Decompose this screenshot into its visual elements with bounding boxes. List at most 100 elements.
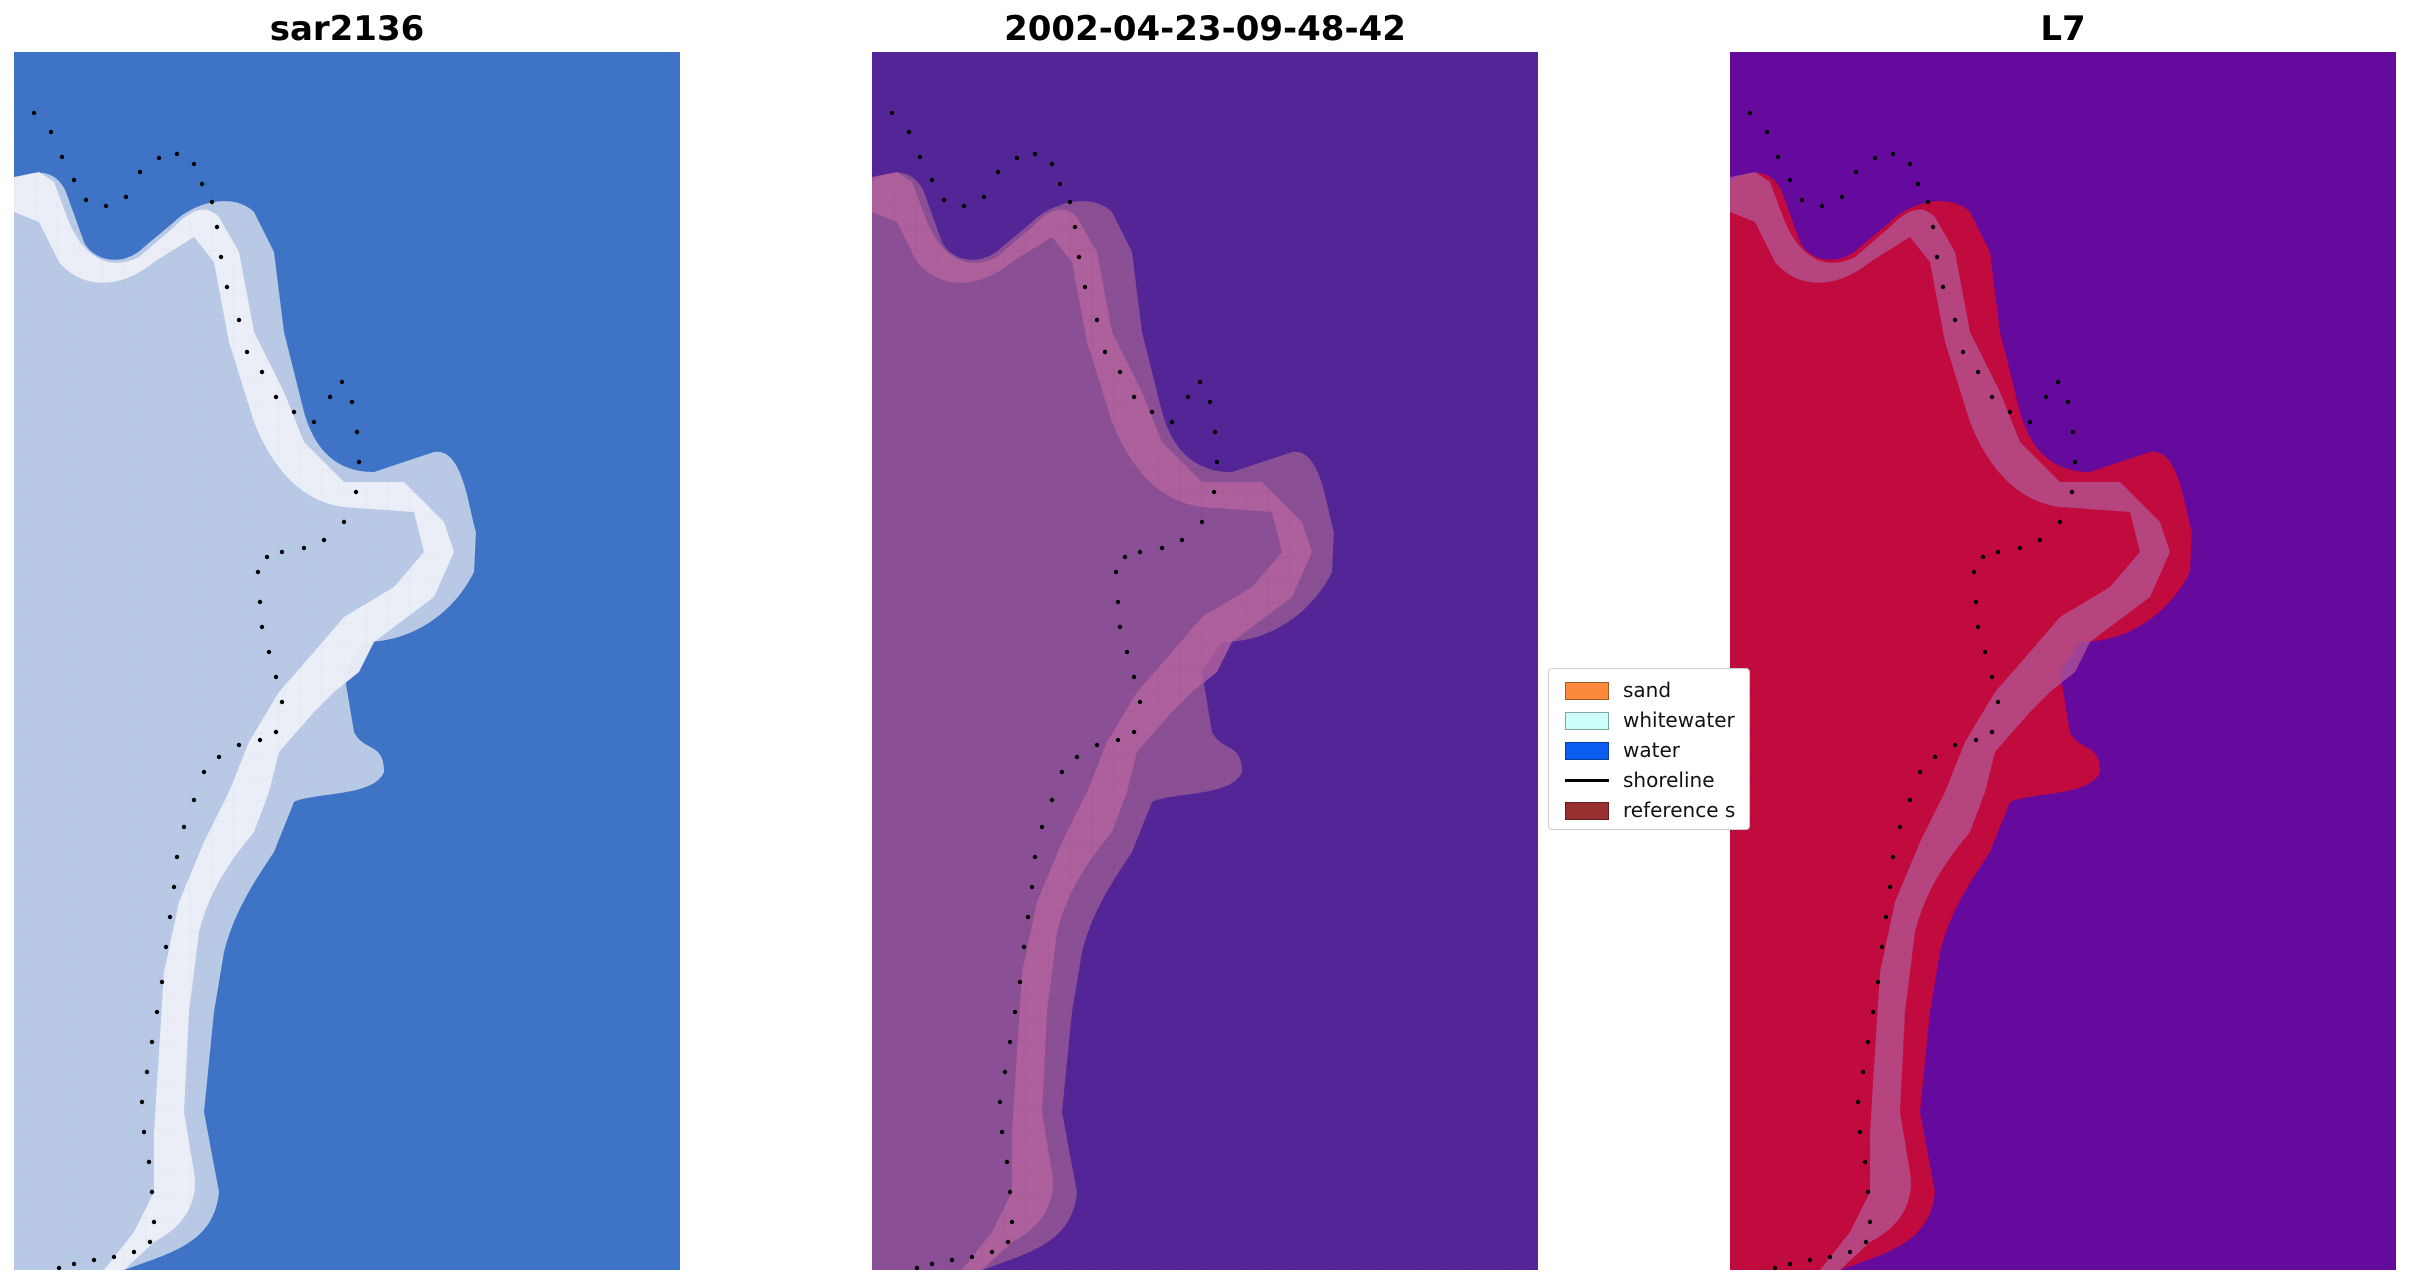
shoreline-point [255,569,261,575]
shoreline-point [56,1265,62,1270]
shoreline-point [1025,914,1031,920]
shoreline-point [1982,649,1988,655]
shoreline-point [1960,349,1966,355]
shoreline-point [83,197,89,203]
shoreline-point [1799,197,1805,203]
shoreline-point [1049,161,1055,167]
shoreline-point [266,649,272,655]
shoreline-point [48,129,54,135]
shoreline-point [1115,737,1121,743]
shoreline-point [2043,394,2049,400]
index-image-panel [1730,52,2396,1270]
shoreline-point [1973,599,1979,605]
shoreline-point [191,161,197,167]
shoreline-point [1787,177,1793,183]
shoreline-point [131,1249,137,1255]
index-image [1730,52,2396,1270]
shoreline-point [327,394,333,400]
shoreline-point [199,181,205,187]
shoreline-point [1039,824,1045,830]
shoreline-point [1934,254,1940,260]
land-area [1730,172,2192,1270]
shoreline-point [1857,1129,1863,1135]
shoreline-point [1212,429,1218,435]
shoreline-point [1839,194,1845,200]
shoreline-point [929,1261,935,1267]
reference-shoreline-swatch [1565,802,1609,820]
shoreline-point [1005,1239,1011,1245]
shoreline-point [1787,1261,1793,1267]
shoreline-point [311,419,317,425]
shoreline-point [1197,379,1203,385]
shoreline-point [1117,369,1123,375]
shoreline-point [1117,624,1123,630]
shoreline-point [354,429,360,435]
shoreline-point [259,369,265,375]
shoreline-point [1094,742,1100,748]
shoreline-point [1067,199,1073,205]
shoreline-point [1137,699,1143,705]
shoreline-point [257,737,263,743]
shoreline-point [111,1254,117,1260]
shoreline-point [1049,797,1055,803]
shoreline-point [1199,519,1205,525]
shoreline-point [917,154,923,160]
shoreline-point [1925,199,1931,205]
shoreline-point [981,194,987,200]
shoreline-point [1932,754,1938,760]
shoreline-point [2037,537,2043,543]
shoreline-point [174,854,180,860]
shoreline-point [273,729,279,735]
shoreline-point [1890,854,1896,860]
shoreline-dots [1747,110,2078,1270]
shoreline-point [1989,674,1995,680]
shoreline-point [2065,399,2071,405]
shoreline-point [59,154,65,160]
shoreline-point [1185,394,1191,400]
rgb-image-panel [14,52,680,1270]
shoreline-point [1032,854,1038,860]
shoreline-point [1975,624,1981,630]
shoreline-point [1747,110,1753,116]
shoreline-point [1867,1219,1873,1225]
shoreline-point [1029,884,1035,890]
shoreline-point [1214,459,1220,465]
shoreline-dots [889,110,1220,1270]
shoreline-point [216,754,222,760]
shoreline-point [1057,181,1063,187]
shoreline-point [236,742,242,748]
shoreline-point [1915,181,1921,187]
shoreline-point [1862,1159,1868,1165]
shoreline-point [1775,154,1781,160]
shoreline-point [163,944,169,950]
shoreline-line-swatch [1565,779,1609,782]
shoreline-point [321,537,327,543]
classified-image-panel [872,52,1538,1270]
shoreline-point [1102,349,1108,355]
shoreline-point [1149,409,1155,415]
shoreline-point [137,169,143,175]
shoreline-point [1179,537,1185,543]
shoreline-point [1875,979,1881,985]
shoreline-point [156,155,162,161]
shoreline-point [1870,1009,1876,1015]
panel-title-classified: 2002-04-23-09-48-42 [1004,9,1406,49]
sand-swatch [1565,682,1609,700]
shoreline-point [1907,797,1913,803]
shoreline-point [301,545,307,551]
shoreline-point [1872,155,1878,161]
shoreline-point [1076,254,1082,260]
shoreline-point [154,1009,160,1015]
shoreline-point [1764,129,1770,135]
shoreline-point [1897,824,1903,830]
legend: sand whitewater water shoreline referenc… [1548,668,1750,830]
shoreline-point [151,1219,157,1225]
shoreline-point [146,1159,152,1165]
shoreline-point [218,254,224,260]
shoreline-point [149,1039,155,1045]
shoreline-point [1973,737,1979,743]
shoreline-point [1930,224,1936,230]
shoreline-point [1980,554,1986,560]
legend-label: reference s [1623,798,1736,822]
land-area [14,172,476,1270]
